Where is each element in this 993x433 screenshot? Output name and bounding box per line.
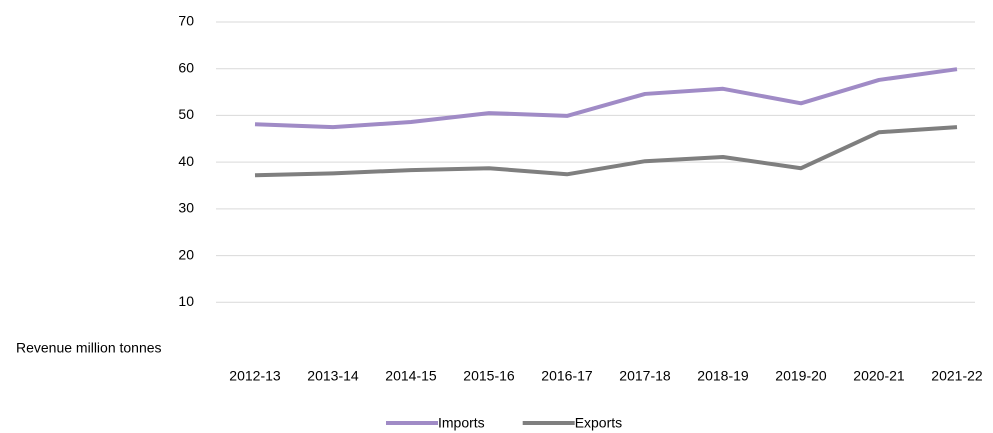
y-tick-label: 10 <box>178 293 194 309</box>
y-tick-label: 70 <box>178 13 194 29</box>
y-tick-label: 60 <box>178 59 194 75</box>
x-tick-label: 2012-13 <box>229 368 281 384</box>
x-tick-label: 2013-14 <box>307 368 359 384</box>
series-line <box>254 125 958 178</box>
series-line <box>254 67 958 130</box>
y-tick-label: 50 <box>178 106 194 122</box>
x-tick-label: 2016-17 <box>541 368 593 384</box>
x-tick-label: 2014-15 <box>385 368 437 384</box>
x-tick-label: 2019-20 <box>775 368 827 384</box>
x-tick-label: 2018-19 <box>697 368 749 384</box>
legend-label: Exports <box>575 415 622 431</box>
y-tick-label: 40 <box>178 153 194 169</box>
y-tick-label: 20 <box>178 246 194 262</box>
x-tick-label: 2017-18 <box>619 368 671 384</box>
x-tick-label: 2021-22 <box>931 368 983 384</box>
y-tick-label: 30 <box>178 200 194 216</box>
legend-label: Imports <box>438 415 485 431</box>
x-tick-label: 2020-21 <box>853 368 905 384</box>
x-tick-label: 2015-16 <box>463 368 515 384</box>
y-axis-label: Revenue million tonnes <box>16 340 162 356</box>
